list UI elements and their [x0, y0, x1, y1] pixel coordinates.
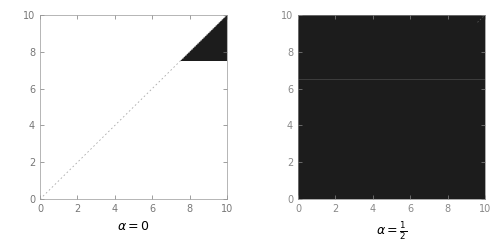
Polygon shape	[180, 15, 227, 61]
X-axis label: $\alpha = \frac{1}{2}$: $\alpha = \frac{1}{2}$	[376, 220, 407, 242]
X-axis label: $\alpha = 0$: $\alpha = 0$	[117, 220, 150, 233]
